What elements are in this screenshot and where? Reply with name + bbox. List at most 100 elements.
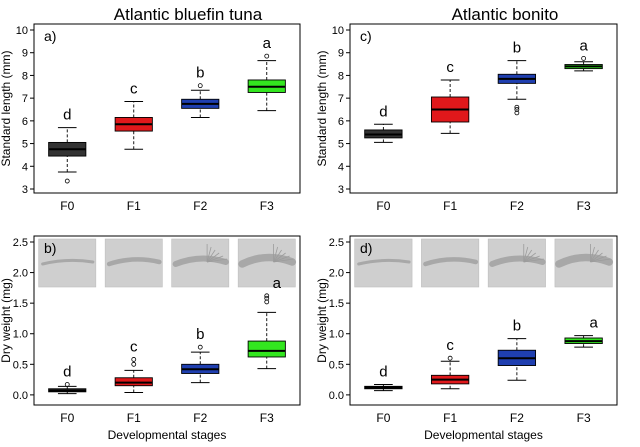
y-tick-label: 4 [22, 161, 28, 173]
larva-photo [171, 238, 230, 288]
y-tick-label: 5 [22, 139, 28, 151]
larva-body-shape [41, 258, 95, 266]
significance-letter: a [589, 315, 598, 332]
outlier-point [64, 178, 70, 184]
outlier-point [514, 110, 520, 116]
outlier-point [197, 83, 203, 89]
y-axis-label: Standard length (mm) [0, 50, 13, 166]
x-tick-label: F0 [376, 199, 390, 213]
significance-letter: c [130, 81, 138, 98]
larva-body-shape [489, 255, 546, 267]
x-axis-label: Developmental stages [424, 428, 543, 442]
significance-letter: a [273, 275, 282, 292]
y-tick-label: 1.0 [329, 329, 344, 341]
outlier-point [264, 53, 270, 59]
larva-body-shape [172, 255, 229, 267]
fin-ray-shape [273, 249, 282, 263]
y-tick-label: 1.5 [13, 298, 28, 310]
larva-body-shape [555, 253, 614, 268]
panel-label: c) [360, 28, 372, 44]
column-title-left: Atlantic bluefin tuna [114, 5, 263, 24]
box-F2: b [497, 40, 537, 116]
box-F0: d [364, 103, 403, 143]
outlier-point [64, 382, 70, 387]
significance-letter: a [263, 35, 272, 52]
panel-label: b) [44, 240, 56, 256]
box-F2: b [181, 65, 220, 118]
fin-ray-shape [523, 246, 529, 263]
y-tick-label: 3 [338, 184, 344, 196]
larva-photo [487, 238, 546, 288]
fin-ray-shape [590, 258, 611, 263]
box-F3: a [564, 315, 603, 348]
panel-d: 0.0 0.5 1.0 1.5 2.0 2.5 Dry weight (mg) d) d F0 c F… [315, 235, 618, 442]
column-title-right: Atlantic bonito [452, 5, 559, 24]
y-tick-label: 9 [338, 48, 344, 60]
significance-letter: c [446, 337, 454, 354]
fin-ray-shape [273, 246, 278, 263]
fin-ray-shape [273, 258, 294, 263]
y-tick-label: 10 [16, 25, 28, 37]
outlier-point [197, 344, 203, 350]
box-F0: d [364, 363, 403, 392]
y-tick-label: 1.0 [13, 329, 28, 341]
x-tick-label: F0 [376, 411, 390, 425]
plot-frame [349, 23, 618, 194]
significance-letter: c [130, 338, 138, 355]
fin-ray-shape [206, 252, 220, 263]
y-tick-label: 0.0 [329, 390, 344, 402]
plot-frame [33, 235, 301, 406]
significance-letter: b [513, 318, 521, 335]
larva-photo [554, 238, 614, 288]
panel-label: a) [44, 28, 56, 44]
panel-c: 3 4 5 6 7 8 9 10 Standard length (mm) c) d F0 c F1 b F2… [315, 23, 618, 213]
y-tick-label: 2.5 [329, 237, 344, 249]
fin-ray-shape [273, 252, 286, 263]
panel-b: 0.0 0.5 1.0 1.5 2.0 2.5 Dry weight (mg) b) d F0 c F… [0, 235, 301, 442]
box-F3: a [247, 275, 286, 370]
outlier-point [447, 355, 453, 361]
y-tick-label: 1.5 [329, 298, 344, 310]
y-tick-label: 2.5 [13, 237, 28, 249]
box-F0: d [48, 363, 87, 395]
box-F1: c [114, 81, 153, 150]
fin-ray-shape [590, 252, 603, 263]
x-tick-label: F1 [127, 199, 141, 213]
x-tick-label: F2 [193, 411, 207, 425]
plot-frame [33, 23, 301, 194]
fin-ray-shape [590, 249, 599, 263]
x-tick-label: F3 [260, 199, 274, 213]
fin-ray-shape [590, 246, 595, 263]
box-F1: c [430, 337, 470, 390]
outlier-point [264, 293, 270, 299]
y-tick-label: 7 [338, 93, 344, 105]
larva-photo [237, 238, 297, 288]
outlier-point [514, 107, 520, 112]
box-F2: b [497, 318, 537, 381]
larva-body-shape [106, 257, 162, 267]
panel-label: d) [360, 240, 372, 256]
fin-ray-shape [523, 249, 533, 263]
panels: 3 4 5 6 7 8 9 10 Standard length (mm) a) d F0 c F1 b F2… [0, 23, 618, 442]
box-body [247, 340, 286, 358]
y-tick-label: 5 [338, 139, 344, 151]
outlier-point [131, 357, 137, 362]
larva-body-shape [423, 257, 479, 267]
significance-letter: d [63, 363, 71, 380]
significance-letter: b [513, 40, 521, 57]
larva-photo [38, 238, 97, 288]
significance-letter: d [379, 103, 387, 120]
significance-letter: b [196, 326, 204, 343]
outlier-point [131, 361, 137, 367]
larva-photo [104, 238, 163, 288]
y-tick-label: 10 [332, 25, 344, 37]
y-tick-label: 0.5 [329, 359, 344, 371]
significance-letter: c [446, 59, 454, 76]
y-tick-label: 6 [22, 116, 28, 128]
significance-letter: b [196, 65, 204, 82]
box-F1: c [430, 59, 470, 134]
x-tick-label: F3 [260, 411, 274, 425]
y-tick-label: 2.0 [329, 268, 344, 280]
x-tick-label: F0 [60, 411, 74, 425]
